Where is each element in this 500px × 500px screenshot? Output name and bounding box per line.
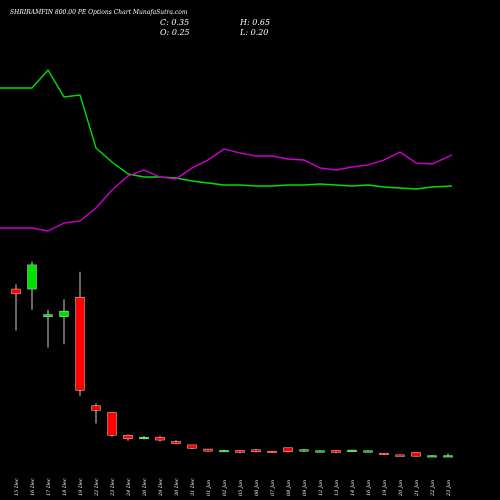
indicator-line-2 [0,148,453,232]
x-tick-label: 23 Jan [446,480,452,497]
candle-body [299,449,309,452]
candle [43,309,53,348]
candle-body [395,454,405,457]
candle [171,440,181,445]
x-tick-label: 20 Jan [398,480,404,497]
candle-body [347,449,357,452]
x-axis-ticks: 15 Dec 16 Dec 17 Dec 18 Dec 19 Dec 22 Dec 23 D… [14,478,452,497]
x-tick-label: 02 Jan [222,480,228,496]
x-tick-label: 29 Dec [158,478,164,497]
candle [299,449,309,452]
candle-body [427,455,437,458]
candle [379,452,389,455]
x-tick-label: 08 Jan [286,480,292,496]
candle [11,284,21,331]
candle [363,450,373,453]
candle [187,444,197,450]
x-tick-label: 19 Jan [382,480,388,496]
candle-body [443,455,453,458]
x-tick-label: 12 Jan [318,480,324,496]
x-tick-label: 21 Jan [414,480,420,497]
candle [235,450,245,454]
candle [267,450,277,453]
chart-title: SHRIRAMFIN 800.00 PE Options Chart Munaf… [10,9,188,16]
candle-body [11,288,21,295]
candle-body [107,412,117,436]
candle-body [363,450,373,453]
x-tick-label: 16 Dec [30,478,36,496]
candle-body [379,452,389,455]
candle-body [171,441,181,444]
candles [11,261,453,458]
low-readout: L: 0.20 [239,28,268,37]
candle-body [331,450,341,453]
x-tick-label: 01 Jan [206,480,212,496]
open-readout: O: 0.25 [160,28,190,37]
candle [203,448,213,452]
candle [107,412,117,437]
x-tick-label: 07 Jan [270,480,276,496]
candle [411,452,421,457]
candle-body [75,297,85,391]
x-tick-label: 23 Dec [110,478,116,497]
indicator-lines [0,68,453,232]
x-tick-label: 24 Dec [126,478,132,497]
x-tick-label: 22 Dec [94,478,100,497]
x-tick-label: 30 Dec [174,478,180,496]
candle [331,450,341,454]
candle-body [91,405,101,411]
candle [27,261,37,310]
x-tick-label: 09 Jan [302,480,308,496]
candle-body [219,450,229,453]
x-tick-label: 31 Dec [190,478,196,496]
x-tick-label: 14 Jan [350,480,356,496]
candle [347,449,357,452]
x-tick-label: 18 Dec [62,478,68,496]
close-readout: C: 0.35 [160,18,189,27]
candle [139,435,149,440]
x-tick-label: 22 Jan [430,480,436,497]
indicator-line-1 [0,68,453,190]
candle-body [203,448,213,452]
ohlc-readout: C: 0.35 O: 0.25 H: 0.65 L: 0.20 [160,18,270,37]
candle-body [283,447,293,452]
candle [283,447,293,453]
candle [123,434,133,441]
x-tick-label: 19 Dec [78,478,84,496]
x-tick-label: 16 Jan [366,480,372,496]
candle-body [123,435,133,439]
high-readout: H: 0.65 [239,18,270,27]
candle [315,450,325,453]
x-tick-label: 17 Dec [46,478,52,496]
candle [443,453,453,458]
candle-body [315,450,325,453]
candle-body [59,310,69,317]
candle-body [27,264,37,290]
candle-body [187,444,197,449]
candle [91,403,101,424]
x-tick-label: 15 Dec [14,478,20,496]
candle [155,435,165,442]
candle [251,449,261,453]
candle-body [155,437,165,441]
candle [395,454,405,457]
x-tick-label: 26 Dec [142,478,148,497]
candle-body [235,450,245,453]
candle [219,449,229,453]
candle [59,299,69,345]
x-tick-label: 06 Jan [254,480,260,496]
candle-body [251,449,261,452]
candle-body [43,314,53,317]
x-tick-label: 05 Jan [238,480,244,496]
candle [75,271,85,396]
candle-body [411,452,421,457]
x-tick-label: 13 Jan [334,480,340,496]
candle-body [267,450,277,453]
candle-body [139,437,149,440]
candle [427,455,437,458]
